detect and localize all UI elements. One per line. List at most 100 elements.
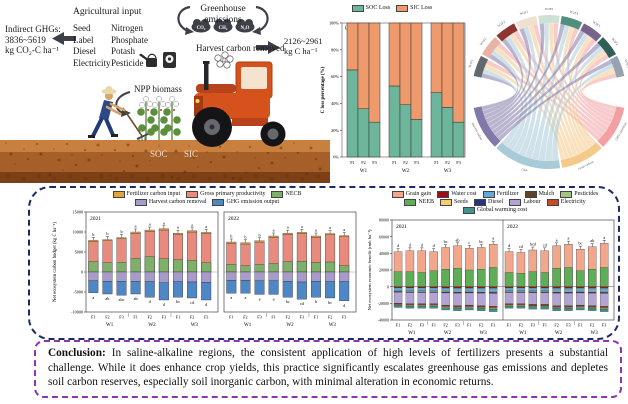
legend-swatch <box>462 207 475 214</box>
neeb-legend-item: Global warming cost <box>462 207 528 214</box>
svg-text:F2: F2 <box>554 323 558 328</box>
chord-top-label: W2F3 <box>569 10 579 16</box>
svg-text:W2: W2 <box>402 169 410 174</box>
neeb-legend-item: Diesel <box>474 199 503 206</box>
svg-text:80%: 80% <box>331 47 339 52</box>
legend-label: Global warming cost <box>476 207 528 213</box>
svg-text:a: a <box>301 224 303 229</box>
npp-biomass-label: NPP biomass <box>134 84 182 94</box>
harvest-value-number: 2126~2961 <box>284 36 323 46</box>
svg-text:ab: ab <box>590 238 594 243</box>
svg-text:W3: W3 <box>444 169 452 174</box>
svg-text:bc: bc <box>176 299 180 304</box>
svg-text:F1: F1 <box>578 323 582 328</box>
svg-text:W3: W3 <box>591 331 599 336</box>
svg-text:d: d <box>409 242 412 247</box>
svg-text:a: a <box>315 228 317 233</box>
neeb-legend-item: Fertilizer <box>482 191 519 198</box>
indirect-ghg-label: Indirect GHGs: 3836~5619 kg CO₂-C ha⁻¹ <box>5 24 79 56</box>
svg-text:bc: bc <box>328 300 332 305</box>
svg-text:40000: 40000 <box>379 251 389 256</box>
input-item: Seed <box>73 23 91 33</box>
legend-label: Pesticides <box>574 191 599 197</box>
svg-text:a: a <box>205 224 207 229</box>
svg-text:F3: F3 <box>162 315 166 320</box>
svg-text:a: a <box>149 222 151 227</box>
svg-text:F2: F2 <box>445 160 450 165</box>
chord-top-label: W3F3 <box>624 59 628 69</box>
necb-legend-item: Gross primary productivity <box>186 191 265 198</box>
neeb-legend-item: Grain gain <box>391 191 431 198</box>
neeb-legend-item: Water cost <box>437 191 477 198</box>
legend-swatch <box>112 191 125 198</box>
npp-arrow-icon <box>115 91 131 114</box>
chord-top-label: W1F3 <box>497 20 506 28</box>
svg-text:F2: F2 <box>105 315 109 320</box>
svg-text:a: a <box>273 296 275 301</box>
greenhouse-emissions-title: Greenhouse emissions <box>200 4 246 26</box>
c-loss-legend-item: SOC Loss <box>351 5 390 12</box>
neeb-legend-item: NEEB <box>404 199 434 206</box>
chord-top-label: W1F2 <box>479 37 488 46</box>
svg-text:F1: F1 <box>314 315 318 320</box>
svg-text:F2: F2 <box>361 160 366 165</box>
input-item: Potash <box>111 46 136 56</box>
cycle-arrow-left-icon <box>177 5 191 33</box>
soil-layers: SOC SIC <box>0 140 330 183</box>
legend-swatch <box>404 199 417 206</box>
svg-text:a: a <box>273 228 275 233</box>
legend-label: Electricity <box>560 199 586 205</box>
legend-swatch <box>482 191 495 198</box>
svg-text:F1: F1 <box>350 160 355 165</box>
svg-text:d: d <box>421 242 424 247</box>
svg-text:W1: W1 <box>408 331 416 336</box>
svg-text:F3: F3 <box>420 323 424 328</box>
svg-text:0%: 0% <box>333 155 339 160</box>
legend-label: Water cost <box>451 191 477 197</box>
legend-label: Fertilizer carbon input <box>126 191 181 197</box>
legend-swatch <box>546 199 559 206</box>
input-list-left: Seed Label Diesel Electricity <box>73 23 110 69</box>
input-item: Nitrogen <box>111 23 143 33</box>
svg-text:a: a <box>259 296 261 301</box>
svg-text:F3: F3 <box>531 323 535 328</box>
cycle-arrow-right-icon <box>255 5 269 33</box>
necb-legend-item: Fertilizer carbon input <box>112 191 181 198</box>
svg-text:a: a <box>568 236 570 241</box>
svg-text:a: a <box>287 225 289 230</box>
svg-text:2022: 2022 <box>228 216 239 222</box>
svg-text:F3: F3 <box>602 323 606 328</box>
svg-text:W2: W2 <box>286 323 294 328</box>
c-loss-plot: 0%20%40%60%80%100%C loss percentage (%)(… <box>321 21 466 174</box>
svg-text:F3: F3 <box>456 160 461 165</box>
svg-text:F2: F2 <box>403 160 408 165</box>
legend-swatch <box>186 191 199 198</box>
chord-bottom-label: Grain carbon <box>577 160 594 171</box>
legend-label: SIC Loss <box>410 5 433 11</box>
svg-text:b: b <box>120 229 122 234</box>
chord-top-label: W1F1 <box>468 59 475 69</box>
svg-text:a: a <box>603 235 605 240</box>
svg-text:F3: F3 <box>204 315 208 320</box>
svg-text:Net ecosystem carbon budget (k: Net ecosystem carbon budget (kg C ha⁻¹) <box>52 222 58 302</box>
svg-text:d: d <box>508 243 511 248</box>
svg-text:a: a <box>329 225 331 230</box>
svg-text:F1: F1 <box>229 315 233 320</box>
legend-label: Harvest carbon removal <box>148 199 207 205</box>
neeb-legend-item: Electricity <box>546 199 586 206</box>
svg-text:F1: F1 <box>431 323 435 328</box>
svg-text:F2: F2 <box>443 323 447 328</box>
legend-label: GHG emission output <box>226 199 280 205</box>
tool-icons <box>139 52 176 68</box>
necb-legend-item: Harvest carbon removal <box>134 199 207 206</box>
legend-swatch <box>271 191 284 198</box>
svg-text:d: d <box>397 243 400 248</box>
svg-text:2021: 2021 <box>90 216 101 222</box>
svg-text:bcd: bcd <box>530 242 537 247</box>
svg-text:a: a <box>191 222 193 227</box>
legend-swatch <box>396 5 409 12</box>
neeb-legend-item: Labour <box>509 199 541 206</box>
svg-text:F3: F3 <box>300 315 304 320</box>
svg-text:bc: bc <box>479 239 483 244</box>
